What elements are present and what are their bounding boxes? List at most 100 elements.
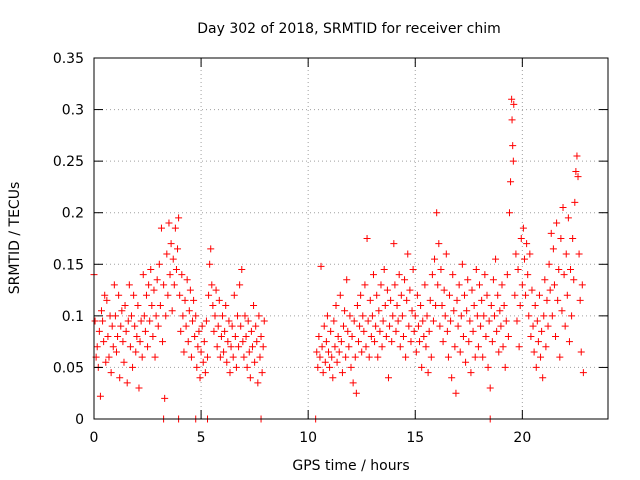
- data-point: [424, 369, 432, 377]
- data-point: [577, 348, 585, 356]
- data-point: [418, 363, 426, 371]
- data-point: [389, 312, 397, 320]
- data-point: [99, 317, 107, 325]
- data-point: [371, 338, 379, 346]
- data-point: [209, 302, 217, 310]
- data-point: [487, 302, 495, 310]
- data-point: [574, 173, 582, 181]
- data-point: [334, 332, 342, 340]
- data-point: [240, 353, 248, 361]
- data-point: [131, 322, 139, 330]
- data-point: [331, 343, 339, 351]
- data-point: [578, 281, 586, 289]
- data-point: [478, 296, 486, 304]
- data-point: [404, 250, 412, 258]
- data-point: [207, 245, 215, 253]
- x-tick-label: 15: [406, 430, 424, 446]
- data-point: [502, 317, 510, 325]
- data-point: [248, 343, 256, 351]
- x-tick-label: 5: [197, 430, 206, 446]
- data-point: [427, 353, 435, 361]
- data-point: [365, 353, 373, 361]
- data-point: [543, 296, 551, 304]
- data-point: [183, 276, 191, 284]
- data-point: [214, 322, 222, 330]
- data-point: [190, 296, 198, 304]
- data-point: [206, 260, 214, 268]
- data-point: [338, 369, 346, 377]
- data-point: [444, 353, 452, 361]
- data-point: [152, 312, 160, 320]
- data-point: [423, 312, 431, 320]
- data-point: [150, 286, 158, 294]
- data-point: [517, 235, 525, 242]
- data-point: [425, 327, 433, 335]
- data-point: [185, 307, 193, 315]
- data-point: [567, 265, 575, 273]
- data-point: [494, 291, 502, 299]
- data-point: [575, 250, 583, 258]
- data-point: [523, 240, 531, 248]
- data-point: [163, 250, 171, 258]
- data-point: [375, 307, 383, 315]
- data-point: [144, 343, 152, 351]
- data-point: [351, 353, 359, 361]
- data-point: [136, 338, 144, 346]
- data-point: [472, 265, 480, 273]
- data-point: [313, 348, 321, 356]
- data-point: [254, 379, 262, 387]
- data-point: [555, 265, 563, 273]
- data-point: [347, 363, 355, 371]
- data-point: [540, 312, 548, 320]
- data-point: [245, 348, 253, 356]
- data-point: [437, 265, 445, 273]
- data-point: [476, 281, 483, 289]
- data-point: [224, 338, 232, 346]
- data-point: [186, 286, 194, 294]
- data-point: [395, 271, 403, 279]
- data-point: [447, 317, 455, 325]
- data-point: [105, 353, 113, 361]
- data-point: [431, 255, 439, 263]
- data-point: [314, 363, 322, 371]
- data-point: [534, 338, 542, 346]
- data-point: [465, 338, 473, 346]
- data-point: [126, 343, 134, 351]
- data-point: [388, 338, 396, 346]
- data-point: [398, 312, 406, 320]
- data-point: [518, 281, 526, 289]
- data-point: [337, 338, 345, 346]
- data-point: [253, 338, 261, 346]
- data-point: [530, 348, 538, 356]
- data-point: [405, 322, 413, 330]
- data-point: [130, 291, 138, 299]
- data-point: [103, 296, 111, 304]
- data-point: [229, 353, 237, 361]
- data-point: [202, 317, 210, 325]
- data-point: [537, 353, 545, 361]
- data-point: [95, 327, 103, 335]
- data-point: [428, 271, 436, 279]
- data-point: [513, 317, 521, 325]
- data-point: [353, 302, 361, 310]
- y-axis-label: SRMTID / TECUs: [7, 182, 23, 295]
- data-point: [352, 389, 360, 397]
- data-point: [393, 302, 401, 310]
- data-point: [546, 286, 554, 294]
- data-point: [100, 338, 108, 346]
- data-point: [515, 343, 523, 351]
- data-point: [408, 307, 416, 315]
- data-point: [154, 322, 162, 330]
- data-point: [434, 281, 442, 289]
- data-point: [527, 332, 535, 340]
- data-point: [544, 322, 552, 330]
- chart-title: Day 302 of 2018, SRMTID for receiver chi…: [197, 21, 501, 37]
- data-point: [422, 343, 430, 351]
- data-point: [157, 224, 165, 232]
- data-point: [213, 343, 221, 351]
- data-point: [350, 317, 358, 325]
- data-point: [449, 271, 457, 279]
- data-point: [579, 369, 587, 377]
- data-point: [413, 291, 421, 299]
